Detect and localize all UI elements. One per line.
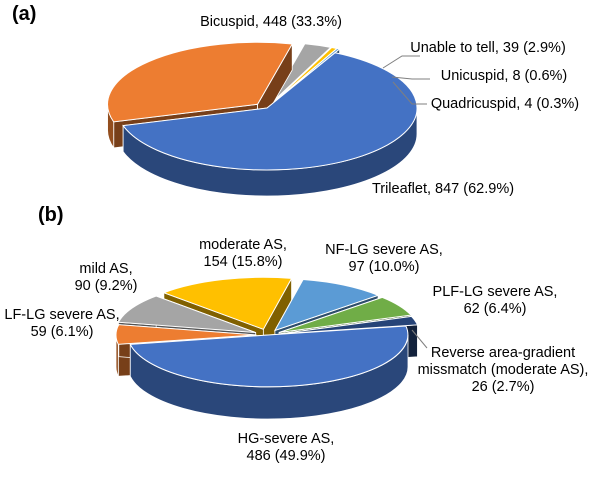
label-line: LF-LG severe AS, xyxy=(4,307,119,323)
label-line: Unicuspid, 8 (0.6%) xyxy=(441,68,568,84)
label-plf-lg-severe-as: PLF-LG severe AS, 62 (6.4%) xyxy=(433,284,558,317)
panel-label-a: (a) xyxy=(12,3,36,25)
pie-chart-a xyxy=(107,41,418,197)
slice-top xyxy=(115,324,257,345)
pie-b-labels: HG-severe AS, 486 (49.9%) LF-LG severe AS,… xyxy=(4,237,588,464)
label-line: 486 (49.9%) xyxy=(247,448,326,464)
slice-top xyxy=(278,296,413,334)
label-quadricuspid: Quadricuspid, 4 (0.3%) xyxy=(431,96,579,112)
label-line: 26 (2.7%) xyxy=(472,379,535,395)
label-unable-to-tell: Unable to tell, 39 (2.9%) xyxy=(410,40,566,56)
label-hg-severe-as: HG-severe AS, 486 (49.9%) xyxy=(238,431,335,464)
label-bicuspid: Bicuspid, 448 (33.3%) xyxy=(200,14,342,30)
label-line: Reverse area-gradient xyxy=(431,345,575,361)
leader-reverse-area-gradient xyxy=(411,329,428,349)
label-line: mild AS, xyxy=(79,261,132,277)
label-trileaflet: Trileaflet, 847 (62.9%) xyxy=(372,181,514,197)
slice-top xyxy=(107,41,294,123)
label-nf-lg-severe-as: NF-LG severe AS, 97 (10.0%) xyxy=(325,242,443,275)
label-line: moderate AS, xyxy=(199,237,287,253)
label-line: Trileaflet, 847 (62.9%) xyxy=(372,181,514,197)
pie-a-labels: Trileaflet, 847 (62.9%) Bicuspid, 448 (33… xyxy=(200,14,579,197)
label-mild-as: mild AS, 90 (9.2%) xyxy=(75,261,138,294)
slice-top xyxy=(122,52,418,171)
leader-unicuspid xyxy=(391,76,430,80)
label-line: HG-severe AS, xyxy=(238,431,335,447)
slice-top xyxy=(162,276,293,330)
panel-label-b: (b) xyxy=(38,204,64,226)
pie-a-leaders xyxy=(382,55,430,105)
slice-trileaflet xyxy=(122,51,418,197)
label-line: NF-LG severe AS, xyxy=(325,242,443,258)
label-line: missmatch (moderate AS), xyxy=(418,362,589,378)
label-lf-lg-severe-as: LF-LG severe AS, 59 (6.1%) xyxy=(4,307,119,340)
label-line: Unable to tell, 39 (2.9%) xyxy=(410,40,566,56)
label-moderate-as: moderate AS, 154 (15.8%) xyxy=(199,237,287,270)
slice-top xyxy=(129,325,409,388)
label-line: Bicuspid, 448 (33.3%) xyxy=(200,14,342,30)
label-line: 59 (6.1%) xyxy=(31,324,94,340)
label-line: 62 (6.4%) xyxy=(464,301,527,317)
slice-top xyxy=(279,315,419,335)
label-reverse-area-gradient-missmatch-moderate-as: Reverse area-gradient missmatch (moderate… xyxy=(418,345,589,395)
leader-unable-to-tell xyxy=(382,55,420,69)
slice-top xyxy=(269,43,332,105)
label-line: Quadricuspid, 4 (0.3%) xyxy=(431,96,579,112)
label-line: 154 (15.8%) xyxy=(204,254,283,270)
leader-quadricuspid xyxy=(392,81,427,105)
slice-hg-severe-as xyxy=(129,325,409,420)
pie-chart-b xyxy=(115,276,419,420)
slice-top xyxy=(117,295,256,334)
label-line: 90 (9.2%) xyxy=(75,278,138,294)
label-line: PLF-LG severe AS, xyxy=(433,284,558,300)
pie-b-leaders xyxy=(411,329,428,349)
label-line: 97 (10.0%) xyxy=(349,259,420,275)
label-unicuspid: Unicuspid, 8 (0.6%) xyxy=(441,68,568,84)
slice-top xyxy=(273,279,380,332)
